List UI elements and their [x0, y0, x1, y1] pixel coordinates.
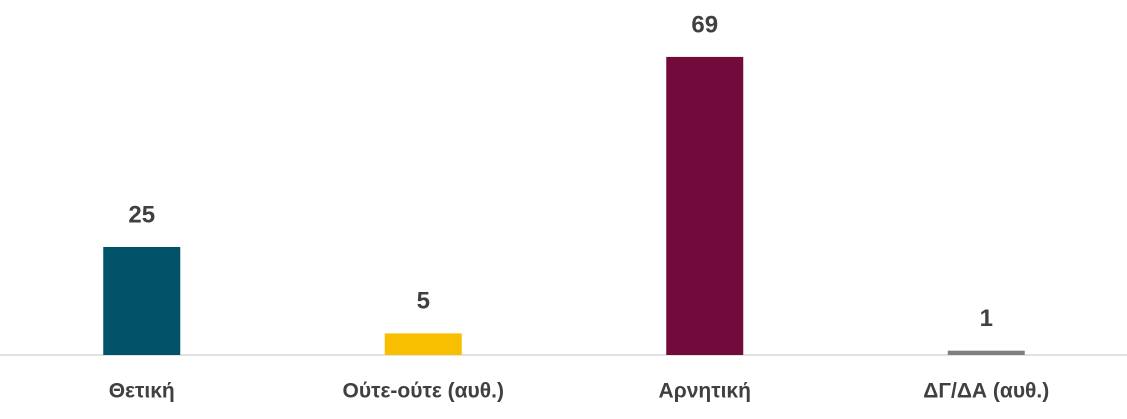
bar — [947, 350, 1025, 355]
value-label: 5 — [417, 288, 430, 315]
x-tick-label: Θετική — [109, 380, 175, 403]
bar — [666, 56, 744, 356]
bar — [103, 247, 181, 355]
value-label: 1 — [980, 305, 993, 332]
value-label: 25 — [128, 201, 155, 228]
bar — [384, 333, 462, 355]
x-tick-label: Ούτε-ούτε (αυθ.) — [343, 380, 504, 403]
x-tick-label: Αρνητική — [659, 380, 751, 403]
value-label: 69 — [691, 11, 718, 38]
x-tick-label: ΔΓ/ΔΑ (αυθ.) — [923, 380, 1049, 403]
